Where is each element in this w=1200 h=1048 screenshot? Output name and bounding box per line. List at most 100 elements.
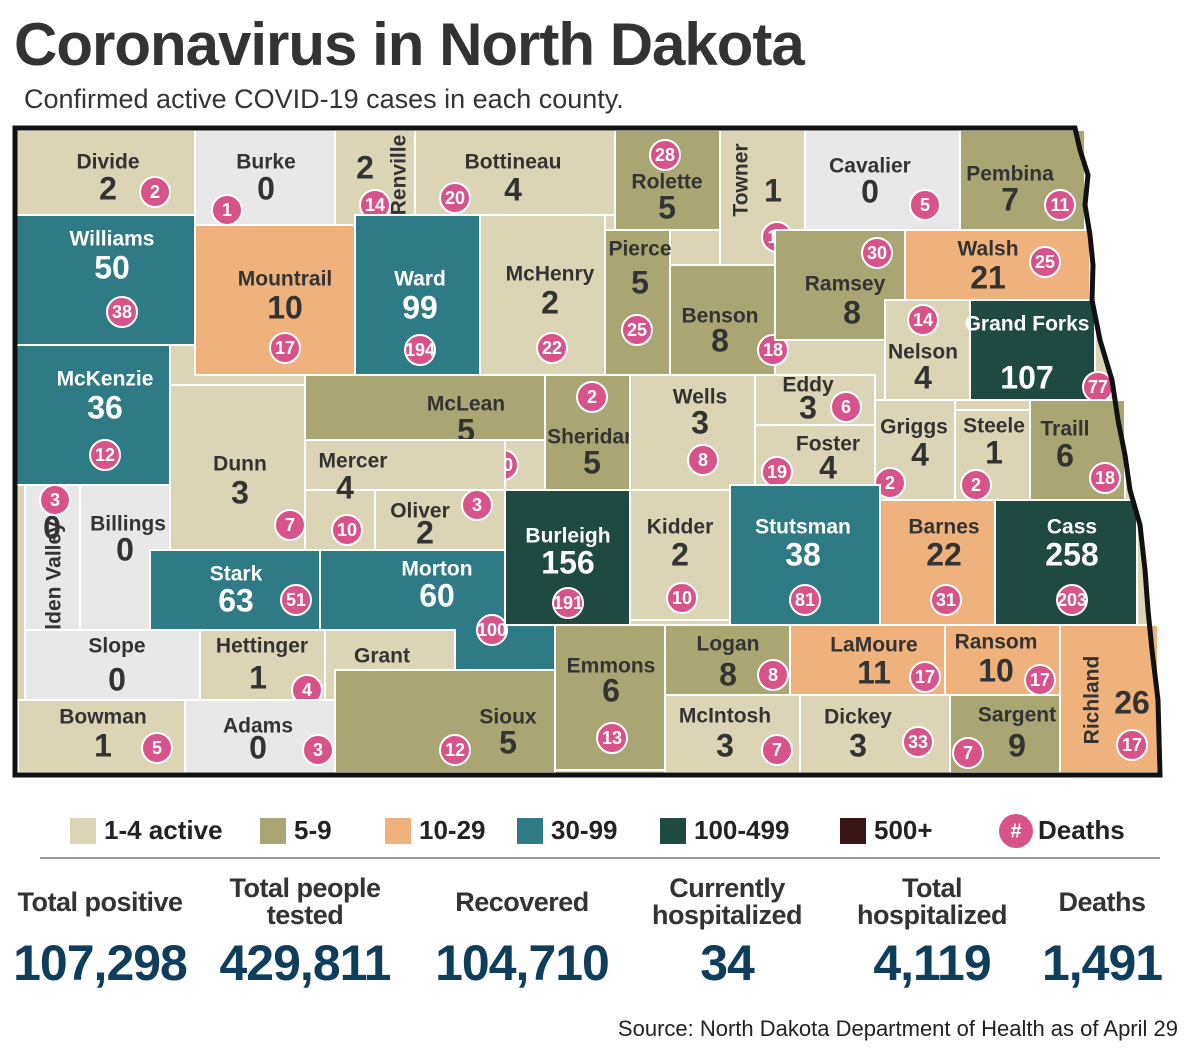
legend-label: 5-9: [294, 815, 332, 845]
county: [304, 439, 506, 491]
county: [949, 694, 1061, 774]
legend-label: 100-499: [694, 815, 789, 845]
county-name: Mercer: [319, 450, 388, 473]
death-count: 13: [602, 728, 622, 748]
legend-swatch: [840, 818, 866, 844]
county-name: Rolette: [631, 171, 702, 194]
active-cases: 26: [1114, 684, 1150, 720]
death-count: 4: [302, 680, 312, 700]
death-marker: [331, 514, 363, 546]
active-cases: 0: [116, 531, 134, 567]
county-name: Burleigh: [525, 525, 610, 548]
county-name: Renville: [388, 135, 411, 216]
active-cases: 1: [764, 172, 782, 208]
death-count: 2: [971, 475, 981, 495]
death-count: 17: [275, 338, 295, 358]
active-cases: 2: [99, 170, 117, 206]
death-count: 51: [286, 590, 306, 610]
stat-label: Total positive: [17, 886, 183, 917]
county-name: Logan: [697, 633, 760, 656]
county-name: Bowman: [59, 706, 147, 729]
active-cases: 38: [785, 536, 821, 572]
death-count: 12: [445, 740, 465, 760]
death-marker: [461, 489, 493, 521]
death-count: 10: [672, 588, 692, 608]
active-cases: 3: [799, 389, 817, 425]
active-cases: 4: [911, 436, 929, 472]
stat-value: 107,298: [13, 935, 188, 991]
map-outline: [12, 125, 1163, 778]
county-name: Eddy: [782, 374, 834, 397]
legend-label: 10-29: [419, 815, 486, 845]
county-name: Cavalier: [829, 155, 911, 178]
county-name: Towner: [730, 143, 753, 216]
death-count: 19: [767, 462, 787, 482]
death-marker: [106, 296, 138, 328]
active-cases: 2: [671, 536, 689, 572]
county-name: Ransom: [955, 631, 1038, 654]
death-count: 203: [1057, 590, 1087, 610]
death-count: 6: [841, 397, 851, 417]
county-name: McIntosh: [679, 705, 771, 728]
county-name: LaMoure: [830, 634, 918, 657]
county-name: Williams: [69, 228, 154, 251]
active-cases: 6: [1056, 437, 1074, 473]
death-count: 12: [95, 445, 115, 465]
active-cases: 36: [87, 389, 123, 425]
death-count: 5: [920, 195, 930, 215]
death-marker: [274, 509, 306, 541]
county-name: Grand Forks: [965, 313, 1090, 336]
active-cases: 0: [257, 170, 275, 206]
county-name: Burke: [236, 151, 296, 174]
legend-label: 500+: [874, 815, 933, 845]
legend-swatch: [517, 818, 543, 844]
county: [669, 264, 776, 376]
county-name: Sargent: [978, 704, 1056, 727]
death-marker: [1056, 584, 1088, 616]
county-name: Hettinger: [216, 635, 308, 658]
death-count: 14: [913, 310, 933, 330]
active-cases: 6: [602, 672, 620, 708]
stat-label: Recovered: [455, 886, 589, 917]
death-marker: [789, 584, 821, 616]
active-cases: 1: [94, 727, 112, 763]
county-name: Slope: [88, 635, 145, 658]
stat-value: 4,119: [873, 935, 991, 991]
death-marker: [39, 484, 71, 516]
death-marker: [1116, 729, 1148, 761]
county-name: McHenry: [506, 263, 595, 286]
active-cases: 99: [402, 289, 438, 325]
active-cases: 8: [719, 656, 737, 692]
subtitle: Confirmed active COVID-19 cases in each …: [24, 84, 624, 114]
active-cases: 10: [978, 652, 1014, 688]
active-cases: 5: [499, 724, 517, 760]
death-count: 8: [768, 665, 778, 685]
active-cases: 3: [691, 404, 709, 440]
county-name: Divide: [76, 151, 139, 174]
death-marker: [649, 139, 681, 171]
county-name: Walsh: [957, 238, 1018, 261]
active-cases: 1: [249, 659, 267, 695]
county-name: Traill: [1040, 418, 1089, 441]
county-name: Dunn: [213, 453, 267, 476]
county: [969, 299, 1096, 401]
county: [194, 224, 356, 376]
legend-swatch: [70, 818, 96, 844]
active-cases: 0: [861, 173, 879, 209]
active-cases: 5: [583, 444, 601, 480]
death-count: 28: [655, 145, 675, 165]
county-name: Sioux: [479, 706, 536, 729]
death-marker: [952, 737, 984, 769]
active-cases: 5: [631, 264, 649, 300]
county-name: McKenzie: [57, 368, 154, 391]
active-cases: 9: [1008, 727, 1026, 763]
county-name: Pembina: [966, 163, 1054, 186]
active-cases: 1: [985, 434, 1003, 470]
stat: Recovered 104,710: [422, 872, 622, 992]
stat-value: 1,491: [1041, 935, 1163, 991]
county: [874, 399, 956, 501]
county: [14, 214, 196, 346]
death-count: 17: [915, 667, 935, 687]
death-marker: [930, 584, 962, 616]
